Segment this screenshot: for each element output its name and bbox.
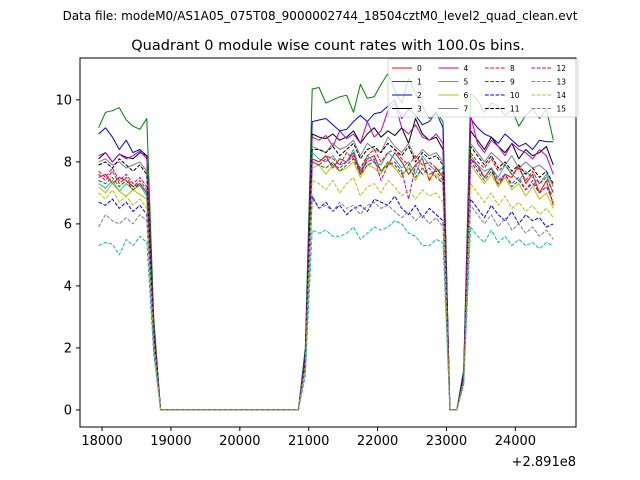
legend-label: 11 xyxy=(510,105,520,114)
series-line-15 xyxy=(98,198,554,411)
y-tick-label: 0 xyxy=(64,403,72,418)
plot-frame xyxy=(79,57,577,428)
y-tick-label: 6 xyxy=(64,217,72,232)
series-line-9 xyxy=(98,158,554,411)
legend-label: 9 xyxy=(510,78,515,87)
y-tick-label: 10 xyxy=(55,93,72,108)
figure-suptitle: Data file: modeM0/AS1A05_075T08_90000027… xyxy=(63,9,578,23)
legend-label: 12 xyxy=(557,64,567,73)
tick-layer: 18000 19000 20000 21000 22000 23000 24000 0 2 4 6 8… xyxy=(55,93,536,449)
series-line-10 xyxy=(98,195,554,411)
x-tick-label: 24000 xyxy=(495,434,536,449)
legend-label: 14 xyxy=(557,91,567,100)
y-tick-label: 8 xyxy=(64,155,72,170)
x-offset-label: +2.891e8 xyxy=(512,455,576,470)
legend-label: 4 xyxy=(464,64,469,73)
y-tick-label: 4 xyxy=(64,279,72,294)
legend-label: 6 xyxy=(464,91,469,100)
x-tick-label: 20000 xyxy=(219,434,260,449)
legend-label: 7 xyxy=(464,105,469,114)
legend-label: 3 xyxy=(417,105,422,114)
x-tick-label: 18000 xyxy=(81,434,122,449)
legend-label: 8 xyxy=(510,64,515,73)
x-tick-label: 22000 xyxy=(357,434,398,449)
x-tick-label: 23000 xyxy=(426,434,467,449)
x-tick-label: 19000 xyxy=(150,434,191,449)
chart-title: Quadrant 0 module wise count rates with … xyxy=(131,38,525,54)
legend-label: 1 xyxy=(417,78,422,87)
legend-label: 15 xyxy=(557,105,567,114)
series-layer xyxy=(98,73,554,411)
x-tick-label: 21000 xyxy=(288,434,329,449)
y-tick-label: 2 xyxy=(64,341,72,356)
series-line-11 xyxy=(98,142,554,411)
legend-label: 0 xyxy=(417,64,422,73)
legend-label: 2 xyxy=(417,91,422,100)
legend-label: 10 xyxy=(510,91,520,100)
legend-frame xyxy=(387,58,579,118)
legend-label: 13 xyxy=(557,78,567,87)
legend-label: 5 xyxy=(464,78,469,87)
